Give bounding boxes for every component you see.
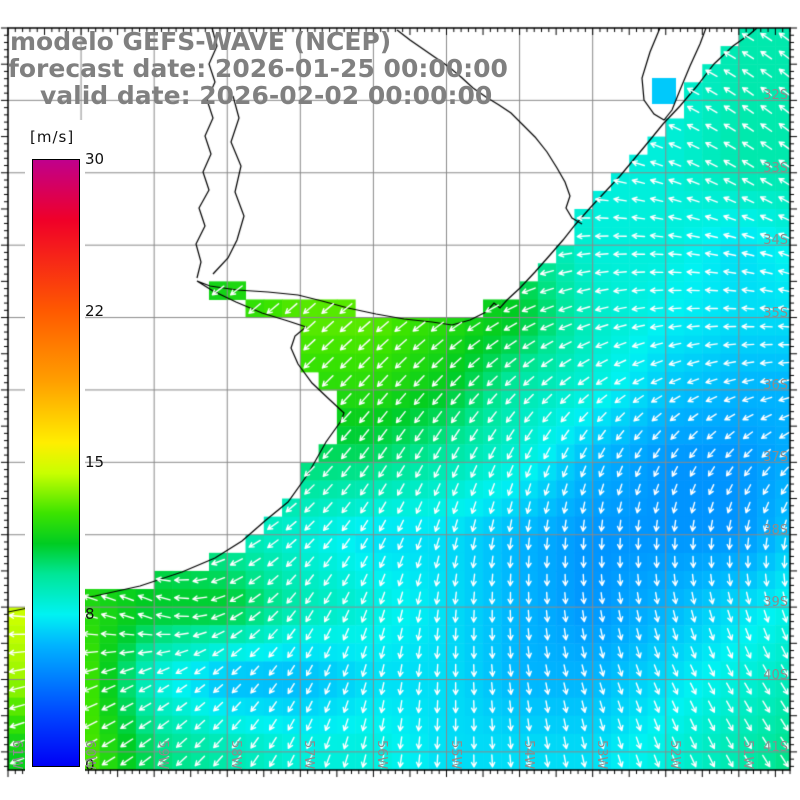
colorbar-tick-label: 0 <box>85 756 95 774</box>
lat-label: 35S <box>763 305 788 321</box>
lon-label: 60W <box>82 740 98 770</box>
colorbar-tick-label: 8 <box>85 604 95 623</box>
lon-label: 58W <box>228 740 244 770</box>
lat-label: 33S <box>763 160 788 176</box>
lat-label: 32S <box>763 88 788 104</box>
colorbar-tick-label: 22 <box>85 301 105 320</box>
lon-label: 53W <box>593 740 609 770</box>
lat-label: 34S <box>763 233 788 249</box>
lon-label: 59W <box>155 740 171 770</box>
colorbar-gradient <box>32 159 80 767</box>
lon-label: 52W <box>666 740 682 770</box>
lat-label: 39S <box>763 595 788 611</box>
colorbar-tick-label: 30 <box>85 150 105 168</box>
valid-date-line: valid date: 2026-02-02 00:00:00 <box>40 81 493 110</box>
lat-label: 38S <box>763 522 788 538</box>
lat-label: 36S <box>763 377 788 393</box>
lat-label: 37S <box>763 450 788 466</box>
lat-label: 40S <box>763 667 788 683</box>
lon-label: 57W <box>301 740 317 770</box>
lon-label: 55W <box>447 740 463 770</box>
lon-label: 56W <box>374 740 390 770</box>
lon-label: 61W <box>9 740 24 770</box>
model-title: modelo GEFS-WAVE (NCEP) <box>10 27 392 56</box>
lon-label: 54W <box>520 740 536 770</box>
lat-label: 41S <box>763 739 788 755</box>
forecast-date-line: forecast date: 2026-01-25 00:00:00 <box>8 54 508 83</box>
colorbar-tick-label: 15 <box>85 453 105 471</box>
lon-label: 51W <box>739 740 755 770</box>
colorbar-unit-label: [m/s] <box>30 128 75 146</box>
